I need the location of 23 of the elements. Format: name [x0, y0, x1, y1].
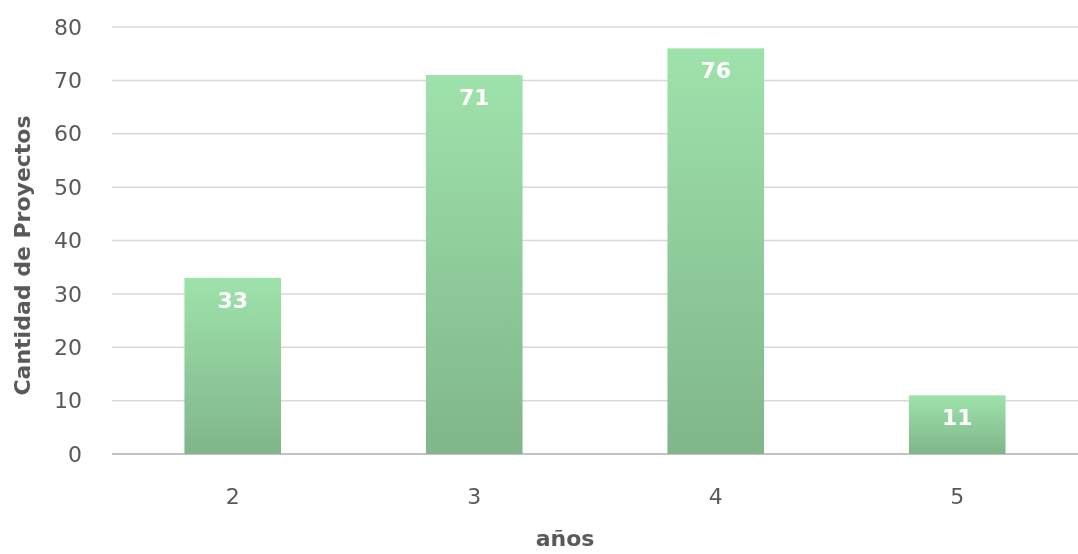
x-tick-label: 3 — [467, 484, 482, 509]
y-tick-label: 30 — [54, 281, 82, 307]
bar — [667, 48, 765, 454]
y-tick-label: 0 — [68, 441, 82, 467]
bar — [184, 277, 282, 454]
bar — [425, 75, 523, 454]
bar — [908, 395, 1006, 454]
data-label: 33 — [217, 287, 249, 313]
x-tick-label: 5 — [950, 484, 965, 509]
data-label: 76 — [700, 58, 732, 84]
x-axis-title: años — [535, 526, 595, 551]
y-tick-label: 50 — [54, 174, 82, 200]
data-label: 11 — [941, 405, 973, 431]
y-tick-label: 60 — [54, 121, 82, 147]
y-tick-label: 80 — [54, 14, 82, 40]
y-tick-label: 40 — [54, 228, 82, 254]
x-tick-label: 2 — [225, 484, 240, 509]
x-tick-label: 4 — [708, 484, 723, 509]
y-tick-label: 20 — [54, 334, 82, 360]
data-label: 71 — [458, 85, 490, 111]
y-tick-label: 70 — [54, 68, 82, 94]
y-axis-title: Cantidad de Proyectos — [10, 115, 35, 396]
y-tick-label: 10 — [54, 388, 82, 414]
